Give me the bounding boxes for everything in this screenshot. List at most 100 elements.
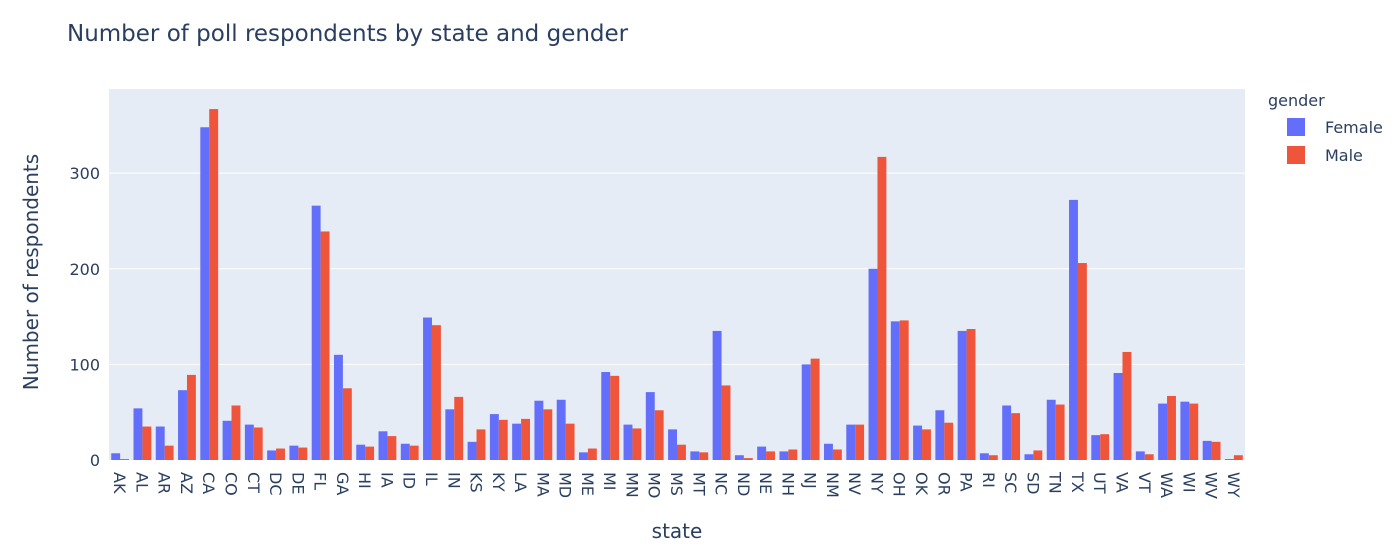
bar-female-nj: [801, 364, 811, 460]
x-tick-label: AK: [110, 472, 129, 494]
bar-male-pa: [966, 329, 976, 460]
bar-male-id: [409, 445, 419, 460]
x-tick-label: DC: [266, 472, 285, 496]
x-tick-label: OR: [934, 472, 953, 496]
bar-male-tx: [1077, 263, 1087, 460]
bar-female-ct: [244, 424, 254, 460]
x-tick-label: CO: [222, 472, 241, 496]
bar-male-ky: [498, 419, 508, 460]
bar-male-mn: [632, 428, 642, 460]
x-tick-label: SD: [1023, 472, 1042, 494]
bar-male-dc: [276, 448, 285, 460]
bar-male-al: [142, 426, 152, 460]
bar-male-ar: [164, 445, 174, 460]
y-tick-label: 100: [69, 355, 100, 374]
bar-female-va: [1113, 372, 1123, 460]
bar-male-in: [454, 396, 464, 460]
x-tick-label: ND: [734, 472, 753, 496]
x-tick-label: SC: [1001, 472, 1020, 493]
bar-male-ma: [543, 409, 553, 460]
bar-male-sd: [1033, 450, 1043, 460]
bar-male-mi: [610, 375, 620, 460]
bar-male-or: [944, 422, 954, 460]
x-tick-label: IL: [422, 472, 441, 486]
y-tick-label: 300: [69, 164, 100, 183]
bar-female-nv: [846, 424, 856, 460]
bar-male-ok: [922, 429, 931, 460]
bar-female-ne: [757, 446, 767, 460]
bar-female-vt: [1135, 451, 1145, 460]
bar-female-hi: [356, 444, 366, 460]
x-tick-label: NM: [823, 472, 842, 498]
x-tick-label: NE: [756, 472, 775, 494]
bar-female-ks: [467, 441, 477, 460]
bar-male-ny: [877, 156, 887, 461]
x-tick-label: OH: [890, 472, 909, 497]
x-tick-label: MS: [667, 472, 686, 496]
bar-male-wy: [1233, 455, 1243, 460]
bar-female-ri: [979, 453, 989, 460]
bar-female-de: [289, 445, 299, 460]
x-tick-label: FL: [311, 472, 330, 490]
bar-female-mt: [690, 451, 700, 460]
bar-female-nd: [734, 455, 744, 460]
bar-female-wa: [1158, 403, 1168, 460]
x-tick-label: GA: [333, 472, 352, 495]
bar-female-ut: [1091, 435, 1101, 460]
bar-male-nv: [855, 424, 865, 460]
x-tick-label: HI: [355, 472, 374, 489]
x-tick-label: NJ: [801, 472, 820, 489]
bar-male-az: [186, 374, 196, 460]
bar-male-nd: [743, 458, 753, 460]
x-tick-label: OK: [912, 472, 931, 496]
legend-swatch-male: [1287, 146, 1305, 164]
bar-male-me: [587, 448, 597, 460]
x-tick-label: ME: [578, 472, 597, 496]
bar-female-mo: [645, 392, 655, 460]
x-tick-label: MI: [600, 472, 619, 491]
x-tick-label: MA: [533, 472, 552, 497]
x-tick-label: KY: [489, 472, 508, 492]
bar-male-md: [565, 423, 575, 460]
bar-female-id: [400, 443, 410, 460]
bar-male-ne: [766, 451, 776, 460]
bar-male-co: [231, 405, 241, 460]
bar-male-fl: [320, 231, 330, 460]
bar-male-wv: [1211, 441, 1221, 460]
bar-female-ny: [868, 268, 878, 460]
bar-female-oh: [890, 321, 900, 460]
legend: gender Female Male: [1268, 91, 1383, 165]
y-axis-title: Number of respondents: [19, 154, 43, 390]
x-tick-label: KS: [467, 472, 486, 493]
bar-male-de: [298, 447, 308, 460]
bar-female-ar: [155, 426, 165, 460]
x-tick-label: CT: [244, 472, 263, 493]
bar-female-dc: [267, 450, 277, 460]
y-axis-ticks: 0 100 200 300: [69, 164, 100, 470]
bar-male-ia: [387, 436, 397, 460]
bar-female-il: [423, 317, 432, 460]
bar-male-la: [521, 418, 530, 460]
plot-area: [109, 89, 1245, 460]
bar-female-me: [578, 452, 588, 460]
x-tick-label: CA: [199, 472, 218, 494]
bar-male-hi: [365, 446, 375, 460]
legend-label-female: Female: [1325, 118, 1383, 137]
grid-lines: [109, 172, 1245, 365]
x-tick-label: LA: [511, 472, 530, 492]
bar-male-va: [1122, 351, 1132, 460]
legend-title: gender: [1268, 91, 1325, 110]
bar-female-mi: [601, 372, 611, 460]
bar-female-wv: [1202, 440, 1212, 460]
bar-male-wa: [1167, 395, 1176, 460]
bar-male-oh: [899, 320, 909, 460]
x-tick-label: RI: [979, 472, 998, 488]
x-tick-label: TN: [1046, 471, 1065, 494]
x-tick-label: AR: [155, 472, 174, 494]
bar-male-ct: [253, 427, 263, 460]
bar-female-wi: [1180, 401, 1190, 460]
legend-label-male: Male: [1325, 146, 1363, 165]
bar-female-ca: [200, 127, 210, 460]
bar-male-mo: [654, 410, 664, 460]
bar-male-nc: [721, 385, 731, 460]
